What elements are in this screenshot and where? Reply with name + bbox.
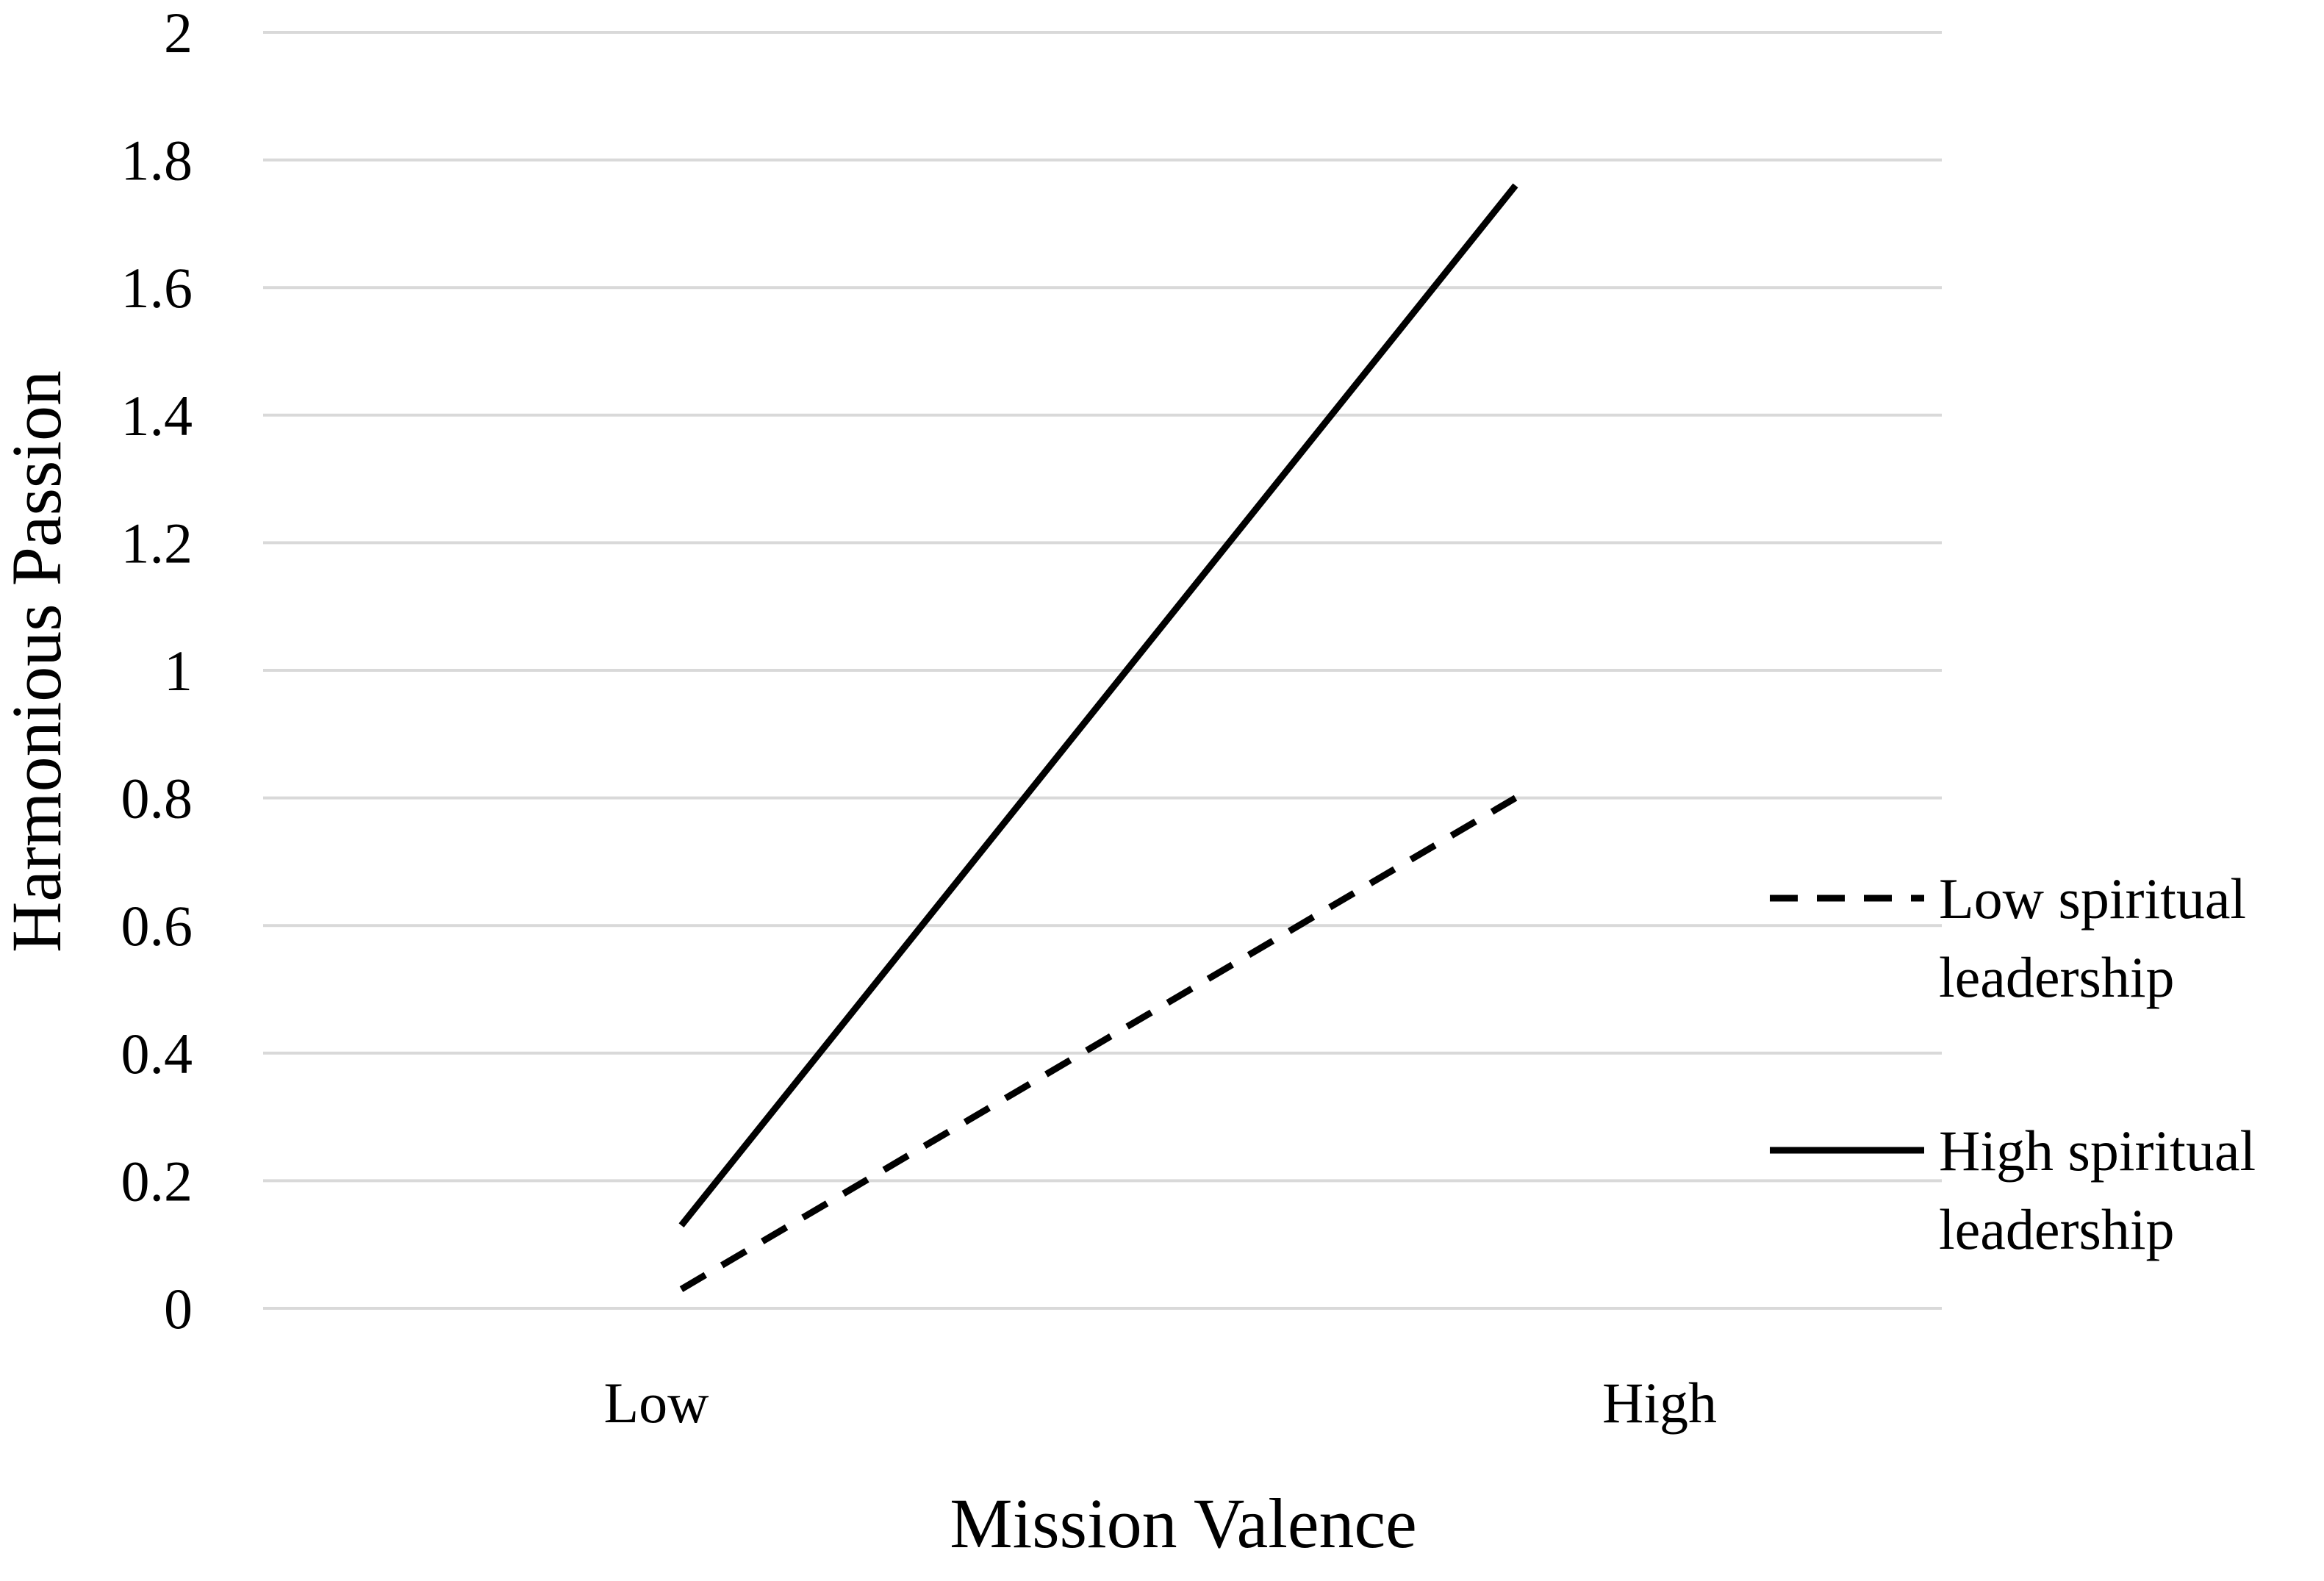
x-tick-label: High xyxy=(1602,1371,1717,1435)
y-tick-label: 1 xyxy=(164,639,193,703)
y-axis-title: Harmonious Passion xyxy=(0,370,76,953)
y-tick-label: 0 xyxy=(164,1277,193,1341)
legend-label: Low spiritual xyxy=(1939,867,2246,931)
y-axis-ticks: 0 0.2 0.4 0.6 0.8 1 1.2 1.4 1.6 1.8 2 xyxy=(121,1,193,1341)
legend-label: High spiritual xyxy=(1939,1119,2256,1183)
x-tick-label: Low xyxy=(604,1371,709,1435)
legend: Low spiritual leadership High spiritual lea… xyxy=(1770,867,2256,1261)
y-tick-label: 1.2 xyxy=(121,511,193,575)
y-tick-label: 1.6 xyxy=(121,256,193,320)
series-lines xyxy=(678,183,1518,1292)
x-axis-title: Mission Valence xyxy=(950,1484,1416,1563)
legend-label: leadership xyxy=(1939,1197,2175,1261)
gridlines xyxy=(263,31,1942,1310)
y-tick-label: 0.6 xyxy=(121,894,193,958)
y-tick-label: 2 xyxy=(164,1,193,65)
y-tick-label: 1.8 xyxy=(121,129,193,193)
series-line-high-spiritual-leadership xyxy=(678,183,1518,1227)
series-line-low-spiritual-leadership xyxy=(679,795,1518,1292)
y-tick-label: 0.4 xyxy=(121,1022,193,1086)
legend-label: leadership xyxy=(1939,945,2175,1009)
y-tick-label: 1.4 xyxy=(121,384,193,448)
y-tick-label: 0.2 xyxy=(121,1149,193,1213)
y-tick-label: 0.8 xyxy=(121,767,193,831)
x-axis-ticks: Low High xyxy=(604,1371,1717,1435)
